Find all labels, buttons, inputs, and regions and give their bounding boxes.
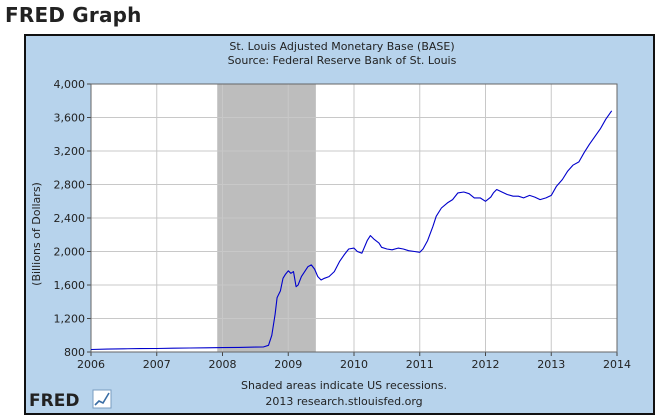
x-tick-label: 2007 xyxy=(143,358,171,371)
x-tick-label: 2014 xyxy=(603,358,631,371)
plot-area: 800 1,200 1,600 2,000 2,400 2,800 3,200 3,600 4,… xyxy=(54,78,632,371)
fred-logo-text: FRED xyxy=(29,391,79,411)
y-tick-label: 2,000 xyxy=(54,246,86,259)
chart-title: St. Louis Adjusted Monetary Base (BASE) xyxy=(229,40,454,53)
x-tick-label: 2011 xyxy=(406,358,434,371)
x-tick-label: 2012 xyxy=(472,358,500,371)
y-tick-label: 3,600 xyxy=(54,112,86,125)
fred-logo-chart-icon xyxy=(92,389,112,409)
chart-subtitle: Source: Federal Reserve Bank of St. Loui… xyxy=(228,54,457,67)
page-title: FRED Graph xyxy=(5,3,142,27)
x-tick-label: 2008 xyxy=(209,358,237,371)
y-tick-label: 3,200 xyxy=(54,145,86,158)
source-url: 2013 research.stlouisfed.org xyxy=(265,395,422,408)
y-axis-label: (Billions of Dollars) xyxy=(30,182,43,286)
y-tick-label: 2,400 xyxy=(54,212,86,225)
x-tick-label: 2010 xyxy=(340,358,368,371)
y-tick-label: 4,000 xyxy=(54,78,86,91)
plot-border xyxy=(90,83,618,353)
y-tick-label: 2,800 xyxy=(54,179,86,192)
y-tick-label: 1,200 xyxy=(54,313,86,326)
recession-note: Shaded areas indicate US recessions. xyxy=(241,379,447,392)
x-tick-label: 2013 xyxy=(537,358,565,371)
fred-logo[interactable]: FRED xyxy=(29,389,112,411)
y-tick-label: 1,600 xyxy=(54,279,86,292)
y-tick-label: 800 xyxy=(64,346,85,359)
series-line xyxy=(90,110,613,351)
x-tick-label: 2006 xyxy=(77,358,105,371)
x-tick-label: 2009 xyxy=(274,358,302,371)
